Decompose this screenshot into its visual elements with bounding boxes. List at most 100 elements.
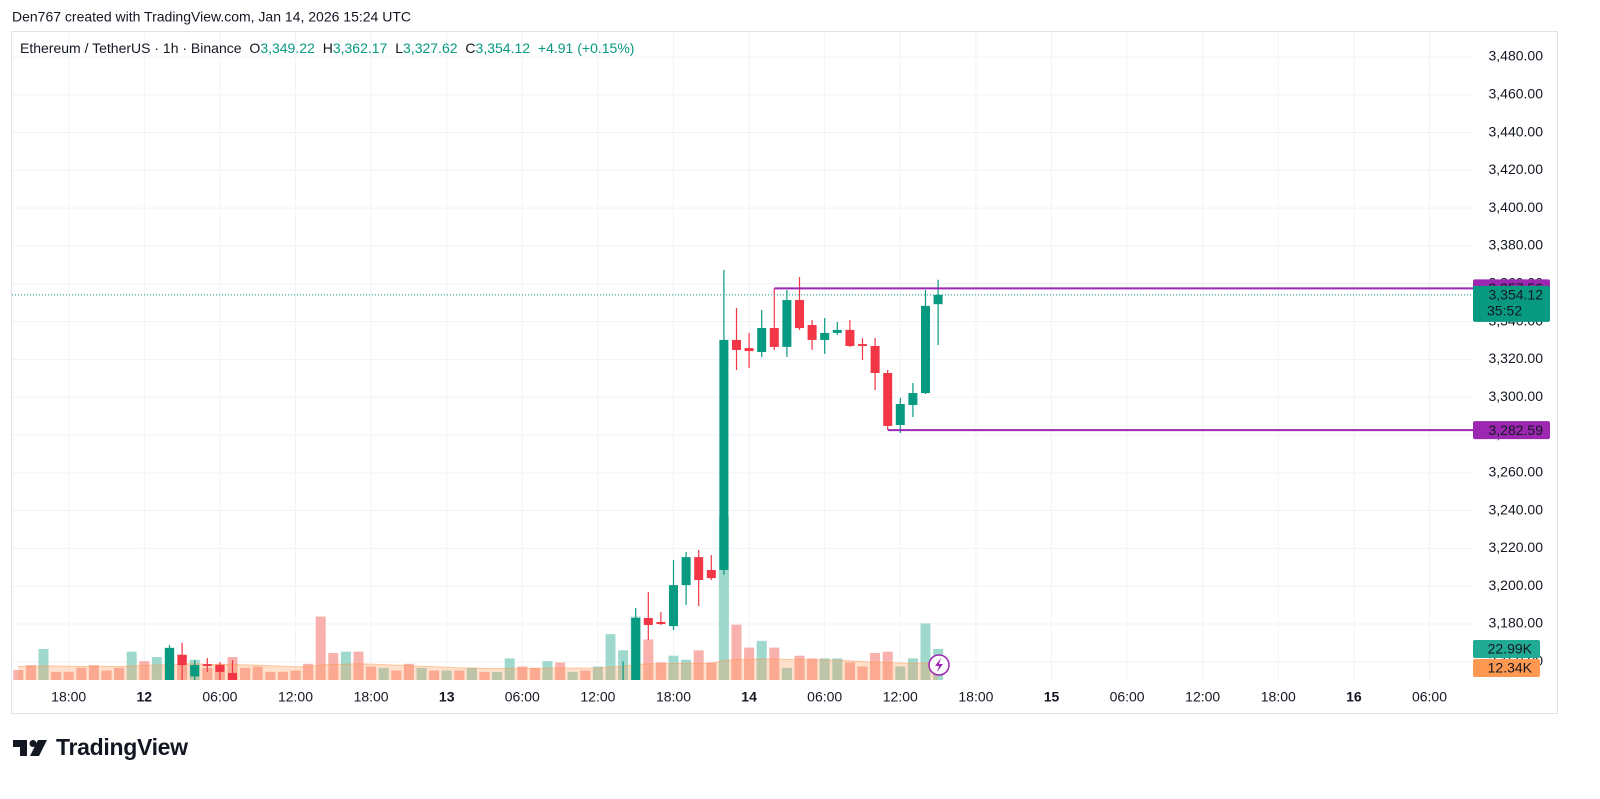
- x-tick-label: 12:00: [580, 689, 615, 705]
- volume-ma-tag: [1473, 658, 1540, 677]
- x-tick-label: 12: [137, 689, 153, 705]
- y-tick-label: 3,460.00: [1489, 85, 1544, 101]
- last-price-tag: [1473, 285, 1550, 322]
- x-tick-label: 18:00: [1261, 689, 1296, 705]
- volume-bar: [416, 667, 427, 680]
- y-tick-label: 3,180.00: [1489, 615, 1544, 631]
- candle-body: [870, 345, 880, 374]
- y-tick-label: 3,380.00: [1489, 237, 1544, 253]
- candle-body: [933, 294, 943, 305]
- x-tick-label: 12:00: [883, 689, 918, 705]
- volume-bar: [870, 653, 881, 680]
- volume-bar: [781, 667, 792, 680]
- candle-body: [769, 328, 779, 347]
- volume-bar: [492, 671, 503, 680]
- y-tick-label: 3,220.00: [1489, 539, 1544, 555]
- volume-bar: [479, 671, 490, 680]
- volume-bar: [63, 671, 74, 680]
- candle-body: [643, 617, 653, 625]
- logo-shape: [13, 740, 27, 756]
- candle-body: [694, 557, 704, 581]
- volume-bar: [706, 662, 717, 680]
- x-tick-label: 16: [1346, 689, 1362, 705]
- x-tick-label: 18:00: [354, 689, 389, 705]
- x-tick-label: 12:00: [1185, 689, 1220, 705]
- volume-bar: [907, 658, 918, 680]
- symbol: Ethereum / TetherUS · 1h · Binance: [20, 40, 242, 56]
- volume-bar: [655, 662, 666, 680]
- candle-body: [215, 665, 225, 672]
- ohlc-key: C: [465, 40, 475, 56]
- volume-bar: [668, 655, 679, 680]
- volume-bar: [38, 648, 49, 680]
- ohlc-key: L: [395, 40, 403, 56]
- volume-bar: [454, 670, 465, 680]
- y-tick-label: 3,320.00: [1489, 350, 1544, 366]
- x-tick-label: 12:00: [278, 689, 313, 705]
- ohlc-value: 3,349.22: [260, 40, 315, 56]
- volume-bar: [718, 516, 729, 680]
- candle-body: [832, 329, 842, 333]
- volume-bar: [857, 666, 868, 680]
- x-tick-label: 18:00: [51, 689, 86, 705]
- y-tick-label: 3,480.00: [1489, 48, 1544, 64]
- volume-bar: [769, 647, 780, 680]
- candle-body: [631, 617, 641, 680]
- volume-bar: [681, 659, 692, 680]
- x-tick-label: 06:00: [807, 689, 842, 705]
- x-tick-label: 06:00: [505, 689, 540, 705]
- x-tick-label: 06:00: [1110, 689, 1145, 705]
- volume-bar: [429, 670, 440, 680]
- candle-body: [190, 665, 200, 677]
- volume-bar: [25, 665, 36, 680]
- x-tick-label: 14: [741, 689, 757, 705]
- x-tick-label: 06:00: [1412, 689, 1447, 705]
- volume-bar: [605, 634, 616, 680]
- volume-bar: [592, 666, 603, 680]
- realtime-icon: [935, 658, 943, 672]
- level-tag: [1473, 421, 1550, 440]
- volume-bar: [88, 665, 99, 680]
- volume-bar: [529, 667, 540, 680]
- candle-body: [669, 585, 678, 627]
- logo-shape: [29, 740, 37, 747]
- volume-bar: [391, 670, 402, 680]
- candle-body: [757, 328, 767, 353]
- overlay: 3,160.003,180.003,200.003,220.003,240.00…: [12, 48, 1550, 705]
- y-tick-label: 3,300.00: [1489, 388, 1544, 404]
- level-label: 3,282.59: [1489, 422, 1544, 438]
- candle-body: [165, 648, 174, 680]
- y-tick-label: 3,420.00: [1489, 161, 1544, 177]
- volume-bar: [378, 667, 389, 680]
- ohlc-key: H: [323, 40, 333, 56]
- candle-body: [706, 569, 716, 579]
- volume-ma-fill: [18, 658, 939, 680]
- chart-frame: [11, 31, 1558, 714]
- y-tick-label: 3,200.00: [1489, 577, 1544, 593]
- volume-bar: [265, 671, 276, 680]
- volume-bar: [832, 658, 843, 680]
- volume-bar: [731, 624, 742, 680]
- candle-body: [820, 332, 830, 340]
- volume-bar: [328, 653, 339, 680]
- candle-body: [807, 324, 817, 340]
- volume-bar: [315, 616, 326, 680]
- candle-body: [921, 305, 930, 394]
- volume-tag: [1473, 639, 1540, 658]
- volume-bar: [819, 658, 830, 680]
- volume-bar: [340, 651, 351, 680]
- volume-bar: [504, 658, 515, 680]
- brand: TradingView: [56, 734, 188, 760]
- volume-bar: [580, 670, 591, 680]
- candle-body: [782, 300, 792, 347]
- volume-bar: [517, 666, 528, 680]
- volume-bar: [76, 667, 87, 680]
- volume-bar: [555, 662, 566, 680]
- ohlc-value: 3,362.17: [333, 40, 388, 56]
- volume-bar: [303, 663, 314, 680]
- x-tick-label: 13: [439, 689, 455, 705]
- volume-bar: [794, 655, 805, 680]
- change: +4.91 (+0.15%): [538, 40, 635, 56]
- candle-body: [858, 344, 867, 346]
